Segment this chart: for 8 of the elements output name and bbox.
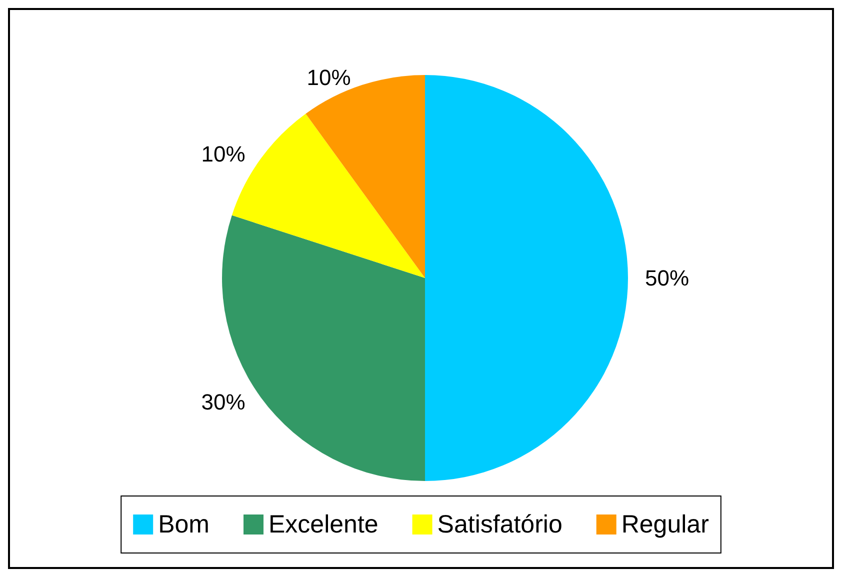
legend-label: Regular	[621, 510, 709, 538]
legend-label: Bom	[158, 510, 210, 538]
data-label: 10%	[306, 64, 351, 90]
legend-label: Satisfatório	[437, 510, 562, 538]
legend-label: Excelente	[268, 510, 378, 538]
data-label: 50%	[645, 266, 690, 290]
data-label: 30%	[201, 390, 246, 415]
data-label: 10%	[201, 141, 246, 166]
